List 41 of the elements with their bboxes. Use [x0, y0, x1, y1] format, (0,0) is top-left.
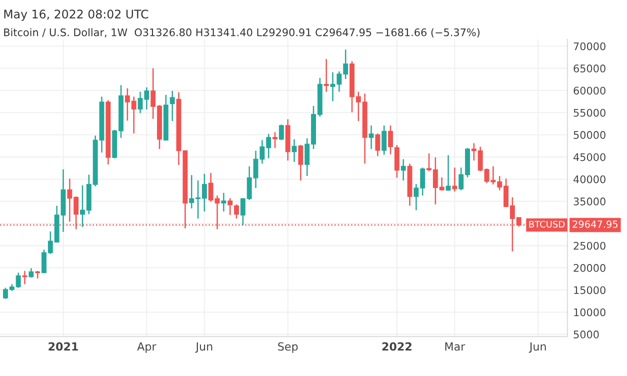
- candlestick: [375, 132, 380, 157]
- x-tick-label: 2022: [382, 342, 412, 351]
- candlestick: [452, 166, 458, 192]
- x-tick-label: Mar: [445, 342, 466, 351]
- x-tick-label: Apr: [137, 342, 156, 353]
- x-tick-label: Jun: [195, 342, 212, 353]
- candlestick: [278, 124, 284, 141]
- candlestick: [228, 198, 233, 216]
- candlestick: [221, 192, 226, 212]
- y-tick-label: 50000: [574, 131, 606, 139]
- candlestick: [272, 132, 278, 149]
- y-tick-label: 10000: [574, 308, 606, 316]
- candlestick: [394, 144, 400, 178]
- candlestick: [324, 58, 329, 92]
- ref-line-label: BTCUSD: [529, 220, 565, 228]
- x-tick-label: 2021: [48, 342, 78, 351]
- candlestick: [382, 124, 387, 156]
- y-tick-label: 60000: [574, 86, 606, 95]
- y-tick-label: 55000: [574, 108, 606, 117]
- y-tick-label: 35000: [574, 198, 606, 206]
- candlestick: [400, 158, 406, 182]
- y-tick-label: 25000: [574, 242, 606, 250]
- candlestick: [388, 124, 393, 155]
- y-tick-label: 20000: [574, 264, 606, 272]
- candlestick: [368, 124, 374, 150]
- chart-title: May 16, 2022 08:02 UTC: [4, 10, 148, 21]
- y-tick-label: 5000: [574, 330, 599, 338]
- candlestick: [298, 144, 304, 182]
- candlestick: [28, 268, 34, 278]
- y-tick-label: 15000: [574, 286, 606, 294]
- x-tick-label: Jun: [528, 342, 546, 353]
- candlestick: [234, 204, 239, 220]
- x-tick-label: Sep: [278, 342, 298, 353]
- y-tick-label: 40000: [574, 175, 606, 184]
- text: 29647.95: [572, 220, 618, 228]
- y-tick-label: 70000: [574, 42, 606, 50]
- candlestick: [292, 138, 297, 162]
- chart-subtitle: Bitcoin / U.S. Dollar, 1W O31326.80 H31341.40 L29290.91 C29647.95 −1681.66 (−5.37%): [4, 28, 480, 38]
- candlestick: [170, 90, 175, 122]
- y-tick-label: 65000: [574, 64, 606, 72]
- y-tick-label: 45000: [574, 153, 606, 162]
